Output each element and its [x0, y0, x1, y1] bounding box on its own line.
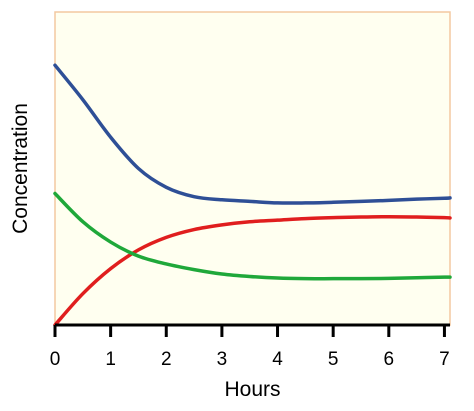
- x-axis-title: Hours: [224, 378, 280, 401]
- plot-area: [54, 11, 451, 326]
- x-tick-label: 4: [272, 349, 283, 370]
- series-line-3: [53, 191, 452, 281]
- x-tick-label: 7: [439, 349, 450, 370]
- x-tick-label: 0: [50, 349, 61, 370]
- x-tick-label: 2: [161, 349, 172, 370]
- y-axis-title: Concentration: [9, 103, 32, 234]
- series-line-1: [53, 63, 452, 205]
- x-tick-label: 6: [384, 349, 395, 370]
- x-tick-label: 5: [328, 349, 339, 370]
- series-line-2: [53, 214, 452, 327]
- x-ticks: 0 1 2 3 4 5 6 7: [50, 325, 450, 370]
- series-layer: [53, 63, 452, 327]
- x-tick-label: 3: [217, 349, 228, 370]
- x-tick-label: 1: [105, 349, 116, 370]
